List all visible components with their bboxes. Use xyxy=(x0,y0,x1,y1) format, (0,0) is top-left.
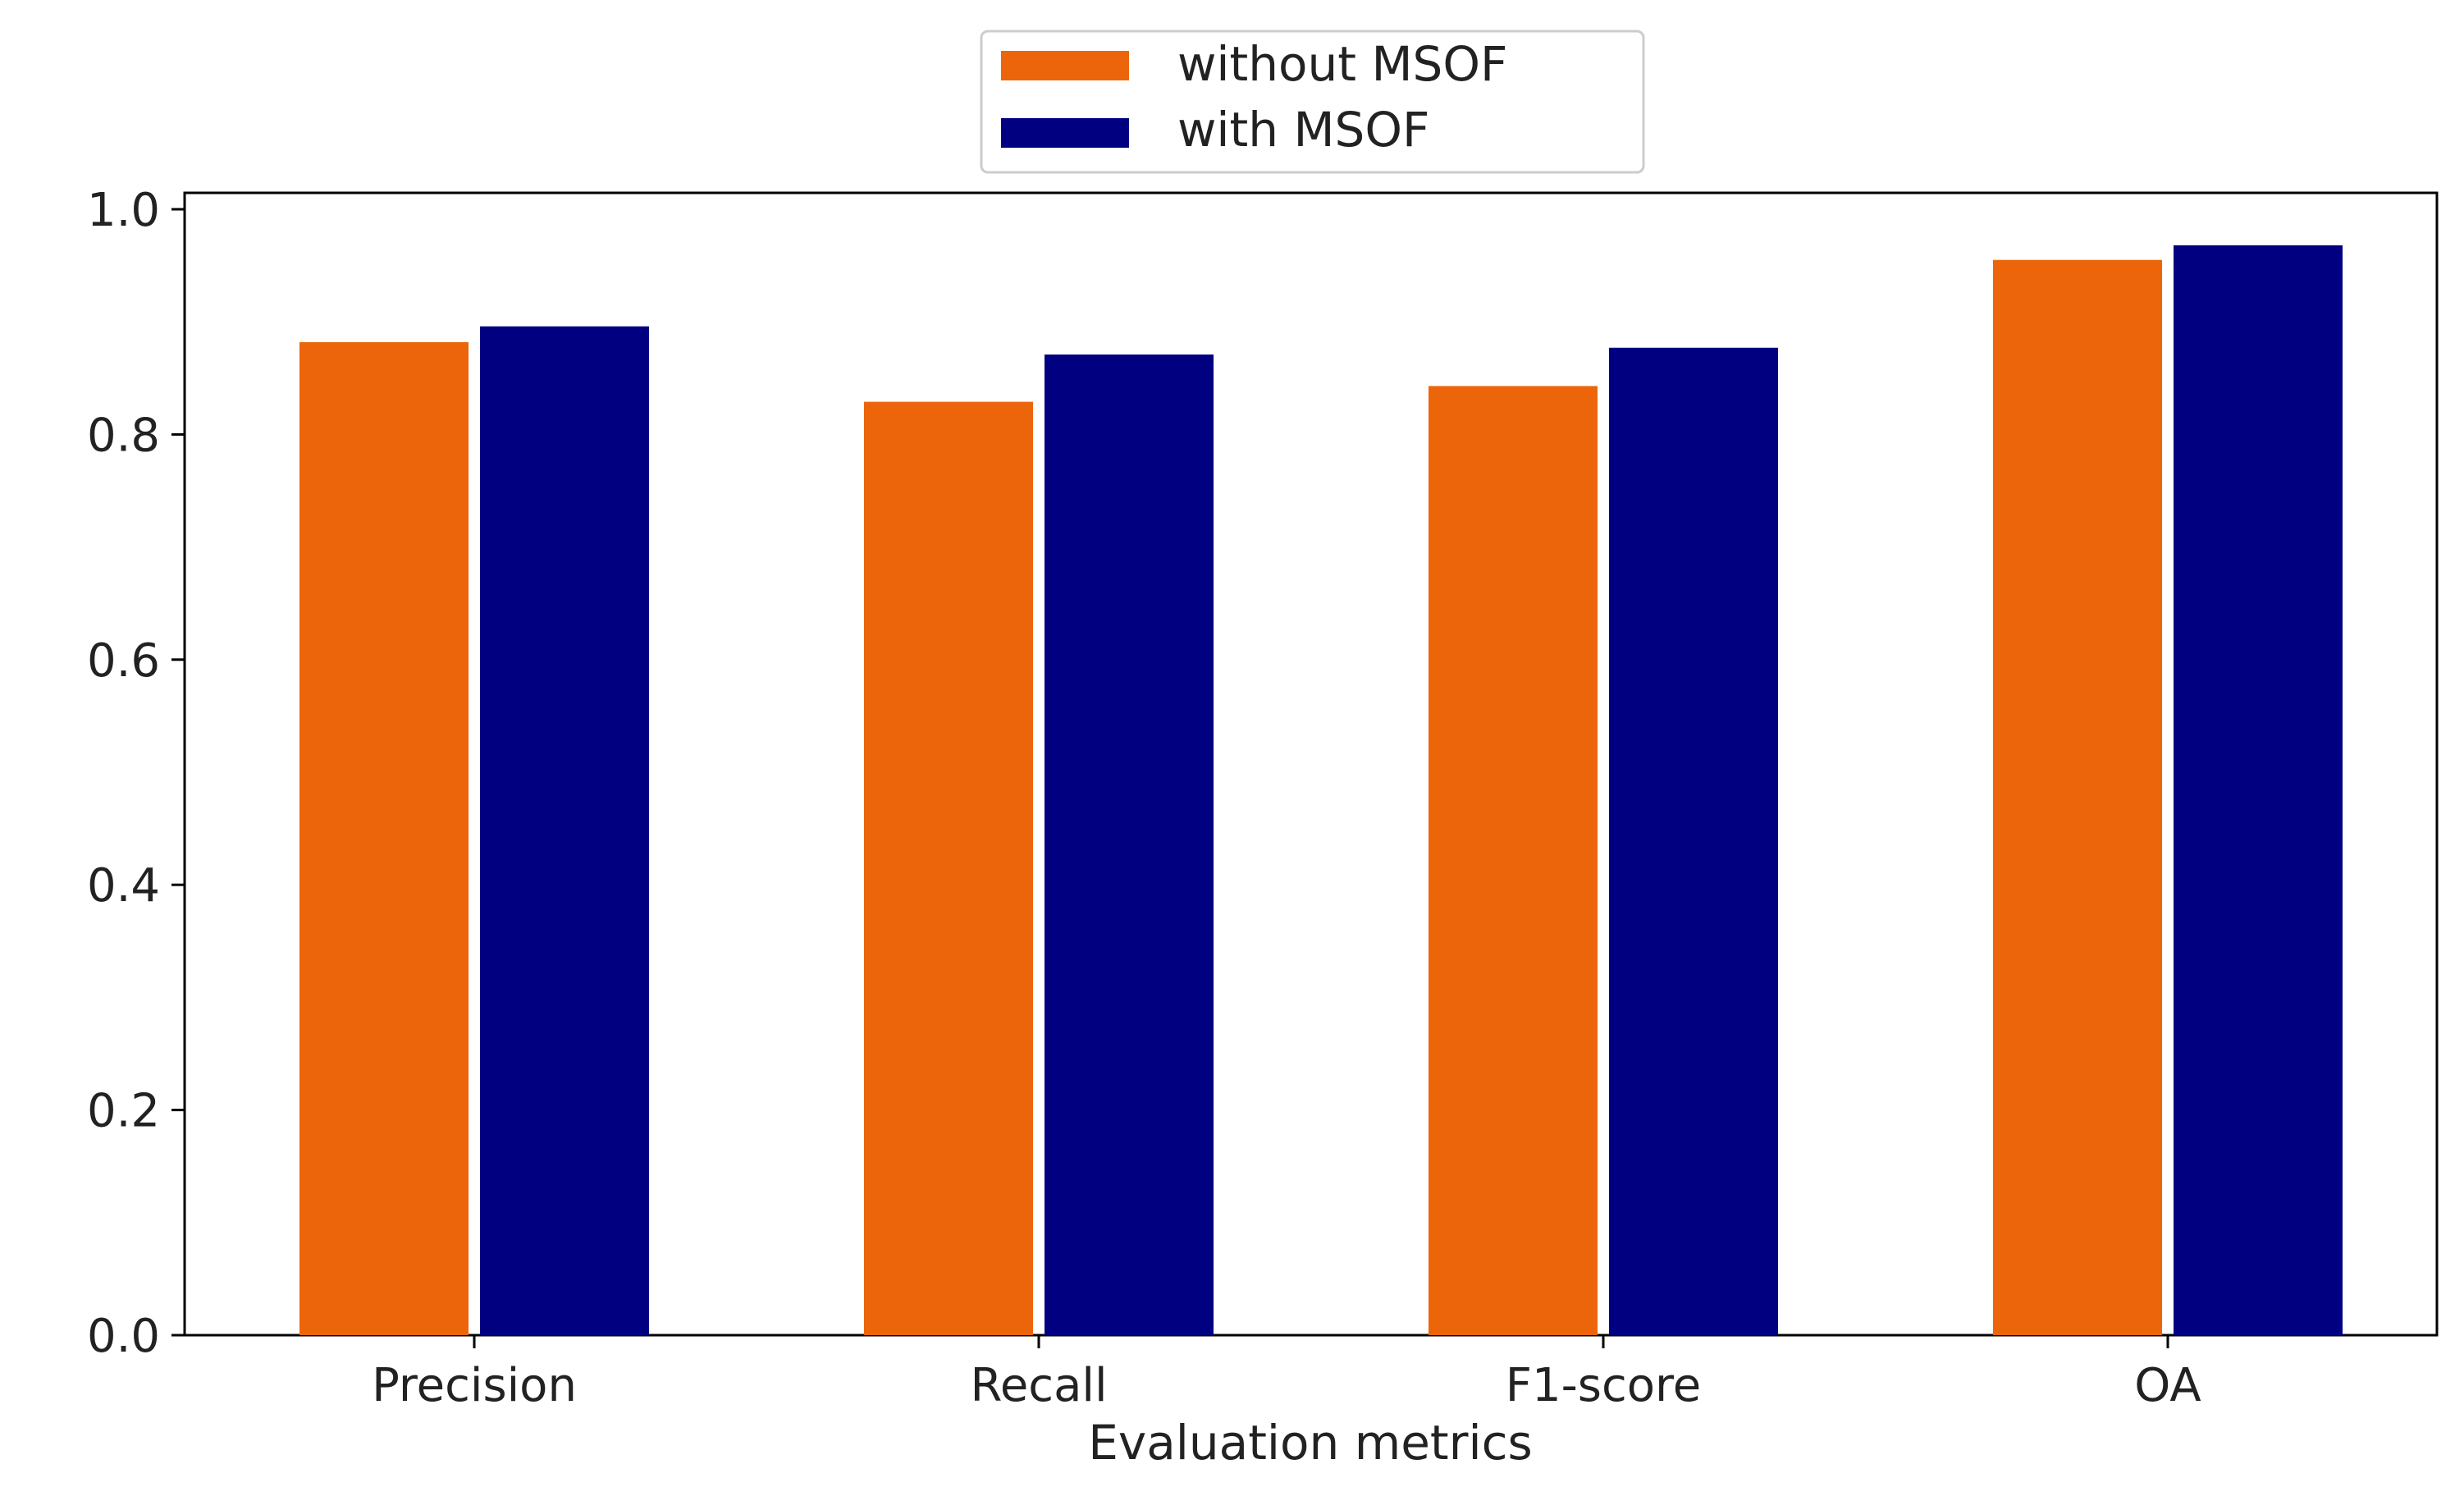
y-tick-label: 0.8 xyxy=(87,409,160,462)
bar-without-msof-recall xyxy=(864,401,1033,1335)
bar-with-msof-f1-score xyxy=(1609,347,1778,1336)
bars-group xyxy=(299,245,2343,1336)
y-tick-label: 0.6 xyxy=(87,634,160,688)
x-axis: Precision Recall F1-score OA xyxy=(372,1335,2201,1412)
bar-with-msof-precision xyxy=(480,326,649,1335)
legend: without MSOF with MSOF xyxy=(980,30,1645,174)
bar-without-msof-precision xyxy=(299,341,469,1335)
x-tick-label-precision: Precision xyxy=(372,1359,577,1412)
legend-swatch-with-msof xyxy=(1001,118,1129,148)
bar-without-msof-oa xyxy=(1993,259,2162,1335)
legend-label-without-msof: without MSOF xyxy=(1177,36,1507,92)
bar-without-msof-f1-score xyxy=(1429,386,1598,1335)
y-tick-label: 1.0 xyxy=(87,184,160,237)
x-tick-label-recall: Recall xyxy=(970,1359,1107,1412)
x-tick-label-f1-score: F1-score xyxy=(1506,1359,1702,1412)
y-axis: 0.0 0.2 0.4 0.6 0.8 1.0 xyxy=(87,184,185,1363)
legend-frame xyxy=(980,30,1645,174)
legend-label-with-msof: with MSOF xyxy=(1177,102,1429,158)
x-axis-title: Evaluation metrics xyxy=(1088,1415,1532,1471)
y-tick-label: 0.0 xyxy=(87,1310,160,1363)
bar-with-msof-oa xyxy=(2174,245,2343,1335)
legend-swatch-without-msof xyxy=(1001,51,1129,80)
y-tick-label: 0.2 xyxy=(87,1085,160,1138)
x-tick-label-oa: OA xyxy=(2134,1359,2201,1412)
bar-with-msof-recall xyxy=(1045,354,1214,1335)
y-tick-label: 0.4 xyxy=(87,859,160,913)
